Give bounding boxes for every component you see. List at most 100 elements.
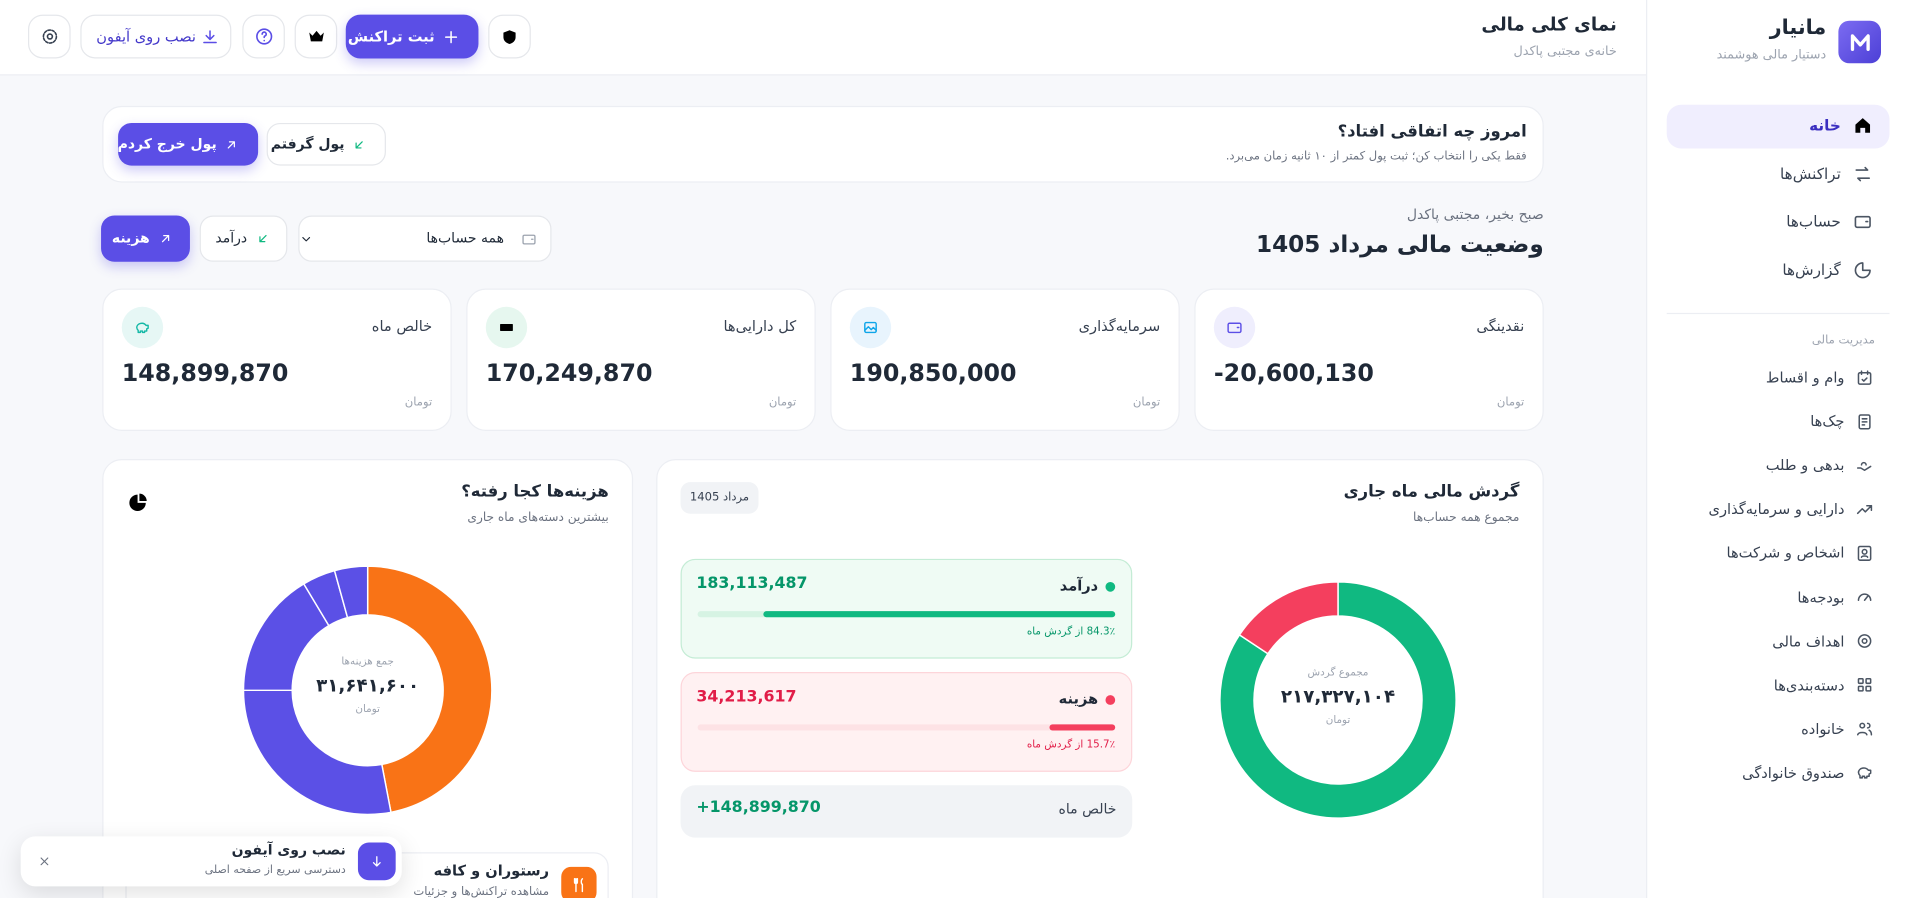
nav-active-bg xyxy=(1666,104,1890,149)
stat-icon-bg xyxy=(1213,306,1256,349)
nav-label: اشخاص و شرکت‌ها xyxy=(1726,544,1845,562)
icon-part xyxy=(161,234,170,243)
nav-icon xyxy=(1857,545,1871,561)
stat-card xyxy=(1194,288,1544,431)
nav-icon xyxy=(1857,767,1871,780)
donut-center-value: ۳۱,۶۴۱,۶۰۰ xyxy=(316,674,420,697)
icon-part xyxy=(1856,722,1872,736)
cashflow-title: گردش مالی ماه جاری xyxy=(1343,481,1520,502)
stat-label: نقدینگی xyxy=(1476,317,1525,335)
stat-value: 148,899,870 xyxy=(121,359,289,388)
quick-subtitle: فقط یکی را انتخاب کن؛ ثبت پول کمتر از ۱۰… xyxy=(1225,149,1527,163)
flow-row xyxy=(680,672,1133,772)
nav-label: چک‌ها xyxy=(1810,412,1845,430)
icon-part xyxy=(1857,685,1864,692)
icon-part xyxy=(1864,678,1871,685)
filter-icon xyxy=(521,234,535,244)
nav-icon xyxy=(1854,215,1871,229)
icon-part xyxy=(227,140,235,148)
icon-part xyxy=(308,30,324,42)
nav-label: گزارش‌ها xyxy=(1782,260,1841,279)
nav-label: خانواده xyxy=(1801,720,1845,738)
flow-value: 183,113,487 xyxy=(696,574,808,594)
icon-part xyxy=(1857,678,1864,685)
icon-part xyxy=(1857,545,1871,561)
nav-label: دارایی و سرمایه‌گذاری xyxy=(1708,500,1845,518)
icon-part xyxy=(1857,413,1871,429)
plus-icon xyxy=(444,30,457,43)
expenses-subtitle: بیشترین دسته‌های ماه جاری xyxy=(467,510,609,525)
icon-part xyxy=(129,494,146,512)
stat-label: سرمایه‌گذاری xyxy=(1078,317,1161,335)
icon-part xyxy=(1855,166,1871,182)
sidebar xyxy=(1646,0,1909,898)
expense-button-label: هزینه xyxy=(111,229,150,247)
icon-part xyxy=(139,493,147,501)
icon-part xyxy=(355,140,363,148)
stat-icon-bg xyxy=(849,306,892,349)
stat-unit: تومان xyxy=(1132,395,1161,409)
icon-part xyxy=(1227,322,1242,334)
toast-title: نصب روی آیفون xyxy=(231,841,346,859)
stat-label: خالص ماه xyxy=(371,317,433,335)
brand-name: مانیار xyxy=(1769,16,1827,41)
nav-icon xyxy=(1857,593,1871,601)
icon-part xyxy=(136,322,149,334)
stat-value: 170,249,870 xyxy=(485,359,653,388)
page-subtitle: خانه‌ی مجتبی پاکدل xyxy=(1513,43,1617,59)
stat-unit: تومان xyxy=(404,395,433,409)
logo-mark xyxy=(1850,33,1870,51)
net-row xyxy=(680,785,1133,838)
icon-part xyxy=(1860,417,1867,426)
income-button[interactable] xyxy=(199,215,288,262)
add-transaction-label: ثبت تراکنش xyxy=(347,28,435,46)
donut-center-value: ۲۱۷,۳۲۷,۱۰۴ xyxy=(1280,685,1396,708)
stat-card xyxy=(830,288,1180,431)
icon-part xyxy=(1860,638,1867,645)
overview-title: وضعیت مالی مرداد 1405 xyxy=(1255,231,1544,258)
stat-icon xyxy=(500,323,513,332)
icon-part xyxy=(39,856,48,865)
greeting: صبح بخیر، مجتبی پاکدل xyxy=(1406,206,1544,224)
period-pill xyxy=(680,482,759,514)
account-filter[interactable] xyxy=(298,215,552,262)
stat-unit: تومان xyxy=(1496,395,1525,409)
nav-icon xyxy=(1854,262,1871,279)
received-label: پول گرفتم xyxy=(270,134,345,153)
account-filter-label: همه حساب‌ها xyxy=(426,229,505,247)
flow-dot xyxy=(1105,695,1116,705)
net-label: خالص ماه xyxy=(1058,800,1117,818)
icon-part xyxy=(1855,118,1871,133)
flow-fill xyxy=(1049,724,1116,731)
icon-part xyxy=(301,236,310,241)
icon-part xyxy=(1858,722,1865,730)
icon-part xyxy=(1850,33,1870,51)
close-icon xyxy=(39,856,48,865)
page-title: نمای کلی مالی xyxy=(1481,13,1617,36)
icon-part xyxy=(202,29,217,43)
crown-icon xyxy=(308,30,324,42)
icon-part xyxy=(1857,634,1871,648)
brand-tagline: دستیار مالی هوشمند xyxy=(1716,47,1827,63)
spent-label: پول خرج کردم xyxy=(117,134,217,153)
icon-part xyxy=(1857,371,1871,385)
install-icon xyxy=(202,29,217,43)
quick-title: امروز چه اتفاقی افتاد؟ xyxy=(1337,121,1527,142)
icon-part xyxy=(1860,555,1868,558)
nav-icon xyxy=(1857,634,1871,648)
settings-button[interactable] xyxy=(28,14,71,59)
install-toast xyxy=(20,836,402,887)
nav-section-title: مدیریت مالی xyxy=(1811,333,1875,347)
toast-subtitle: دسترسی سریع از صفحه اصلی xyxy=(204,864,346,877)
stat-card xyxy=(466,288,816,431)
category-name: رستوران و کافه xyxy=(433,861,550,880)
donut-center-unit: تومان xyxy=(355,703,380,716)
stat-icon-bg xyxy=(121,306,164,349)
received-button[interactable] xyxy=(266,122,386,166)
icon-part xyxy=(573,877,583,892)
nav-label: وام و اقساط xyxy=(1765,368,1845,386)
nav-icon xyxy=(1856,461,1871,471)
nav-label: حساب‌ها xyxy=(1786,211,1841,230)
expense-button[interactable] xyxy=(101,215,190,262)
